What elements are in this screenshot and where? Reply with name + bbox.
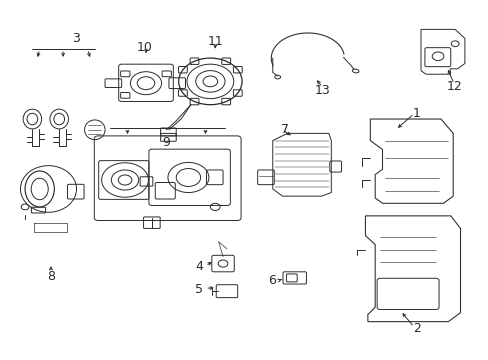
Text: 8: 8 [47,270,55,283]
Text: 2: 2 [412,322,420,335]
Text: 11: 11 [207,35,223,49]
Ellipse shape [25,171,54,207]
Text: 13: 13 [314,84,330,97]
Text: 4: 4 [195,260,203,273]
Text: 12: 12 [446,80,461,93]
Text: 1: 1 [412,107,420,120]
Text: 7: 7 [281,123,288,136]
Text: 5: 5 [195,283,203,296]
Text: 10: 10 [136,41,152,54]
Text: 9: 9 [162,136,170,149]
Text: 6: 6 [268,274,276,287]
Text: 3: 3 [72,32,80,45]
